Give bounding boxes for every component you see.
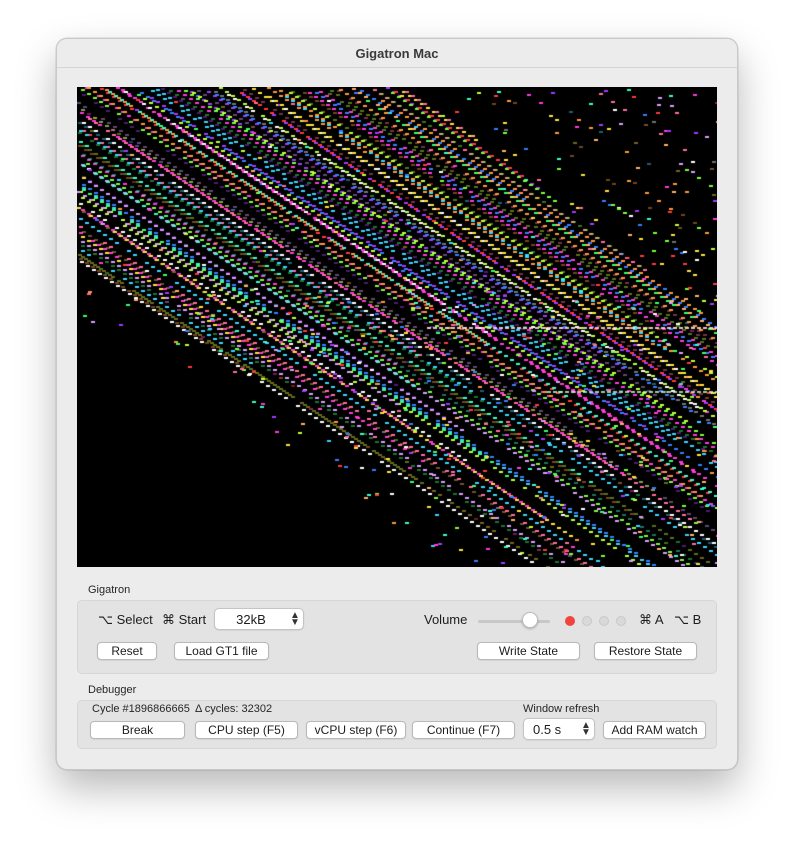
delta-cycles: Δ cycles: 32302 <box>195 703 273 715</box>
break-button[interactable]: Break <box>90 721 185 739</box>
restore-state-button[interactable]: Restore State <box>594 642 697 660</box>
window-refresh-label: Window refresh <box>523 703 600 715</box>
cycle-counter: Cycle #1896866665 <box>92 703 190 715</box>
reset-button[interactable]: Reset <box>97 642 157 660</box>
volume-label: Volume <box>424 612 468 627</box>
a-key-label: ⌘ A <box>639 612 664 627</box>
debugger-panel: Cycle #1896866665 Δ cycles: 32302 Window… <box>77 700 717 749</box>
led-3 <box>599 616 609 626</box>
write-state-button[interactable]: Write State <box>477 642 580 660</box>
select-key-label: ⌥ Select <box>98 612 153 627</box>
load-gt1-button[interactable]: Load GT1 file <box>174 642 269 660</box>
emulator-display <box>77 87 717 567</box>
cpu-step-button[interactable]: CPU step (F5) <box>195 721 298 739</box>
app-window: Gigatron Mac Gigatron ⌥ Select ⌘ Start 3… <box>56 38 738 770</box>
window-refresh-popup[interactable]: 0.5 s ▲ ▼ <box>523 718 595 740</box>
gigatron-section-title: Gigatron <box>88 584 131 596</box>
led-2 <box>582 616 592 626</box>
b-key-label: ⌥ B <box>674 612 702 627</box>
chevron-up-down-icon: ▲ ▼ <box>581 720 591 738</box>
volume-slider-track[interactable] <box>478 620 550 623</box>
volume-slider-knob[interactable] <box>521 612 538 628</box>
debugger-section-title: Debugger <box>88 684 137 696</box>
emulator-screen[interactable] <box>77 87 717 567</box>
memory-size-popup[interactable]: 32kB ▲ ▼ <box>214 608 304 630</box>
window-title: Gigatron Mac <box>355 45 439 61</box>
window-refresh-value: 0.5 s <box>533 721 562 737</box>
memory-size-value: 32kB <box>236 611 266 627</box>
title-bar[interactable]: Gigatron Mac <box>57 39 737 68</box>
gigatron-panel: ⌥ Select ⌘ Start 32kB ▲ ▼ Volume ⌘ A ⌥ B … <box>77 600 717 674</box>
add-ram-watch-button[interactable]: Add RAM watch <box>603 721 706 739</box>
vcpu-step-button[interactable]: vCPU step (F6) <box>306 721 406 739</box>
continue-button[interactable]: Continue (F7) <box>412 721 515 739</box>
led-1 <box>565 616 575 626</box>
start-key-label: ⌘ Start <box>162 612 207 627</box>
led-4 <box>616 616 626 626</box>
chevron-up-down-icon: ▲ ▼ <box>290 610 300 628</box>
